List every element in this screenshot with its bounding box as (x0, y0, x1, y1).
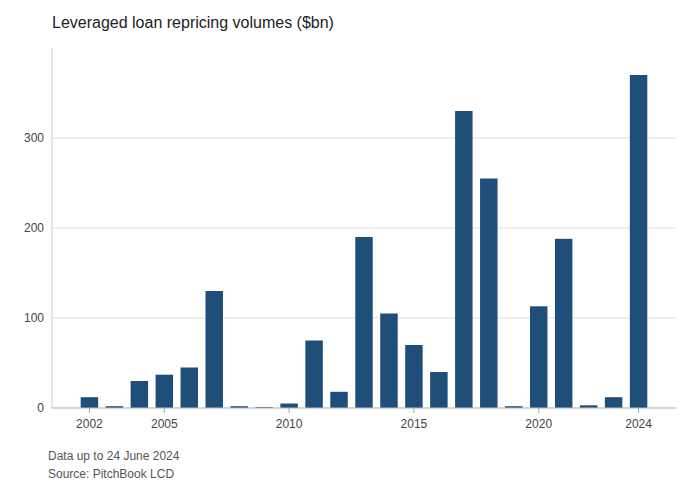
bars (81, 75, 648, 408)
y-tick-label: 100 (24, 311, 44, 325)
x-tick (538, 408, 539, 413)
chart-container: Leveraged loan repricing volumes ($bn) 0 1… (0, 0, 700, 500)
bar (206, 291, 223, 408)
bar (380, 314, 397, 409)
x-tick (413, 408, 414, 413)
bar (455, 111, 472, 408)
grid-line (52, 228, 676, 229)
grid-line (52, 138, 676, 139)
bar (305, 341, 322, 409)
footnote: Source: PitchBook LCD (48, 467, 174, 481)
x-axis-line (52, 408, 676, 409)
title: Leveraged loan repricing volumes ($bn) (52, 14, 334, 31)
x-tick (89, 408, 90, 413)
x-tick-label: 2005 (151, 417, 178, 431)
bar (480, 179, 497, 409)
x-tick-label: 2002 (76, 417, 103, 431)
y-tick-label: 300 (24, 131, 44, 145)
bar (131, 381, 148, 408)
chart: Leveraged loan repricing volumes ($bn) 0 1… (0, 0, 700, 500)
grid-line (52, 408, 676, 409)
x-tick (289, 408, 290, 413)
bar (405, 345, 422, 408)
bar (330, 392, 347, 408)
bar (81, 397, 98, 408)
bar (430, 372, 447, 408)
bar (605, 397, 622, 408)
bar (355, 237, 372, 408)
x-tick (638, 408, 639, 413)
x-tick-label: 2024 (625, 417, 652, 431)
x-tick-label: 2015 (401, 417, 428, 431)
bar (280, 404, 297, 409)
x-tick-label: 2020 (525, 417, 552, 431)
bar (181, 368, 198, 409)
y-tick-label: 200 (24, 221, 44, 235)
bar (156, 375, 173, 408)
footnote: Data up to 24 June 2024 (48, 449, 180, 463)
y-axis-line (52, 48, 53, 408)
bar (630, 75, 647, 408)
bar (530, 306, 547, 408)
bar (555, 239, 572, 408)
x-tick (164, 408, 165, 413)
y-tick-label: 0 (37, 401, 44, 415)
x-tick-label: 2010 (276, 417, 303, 431)
grid (52, 138, 676, 408)
